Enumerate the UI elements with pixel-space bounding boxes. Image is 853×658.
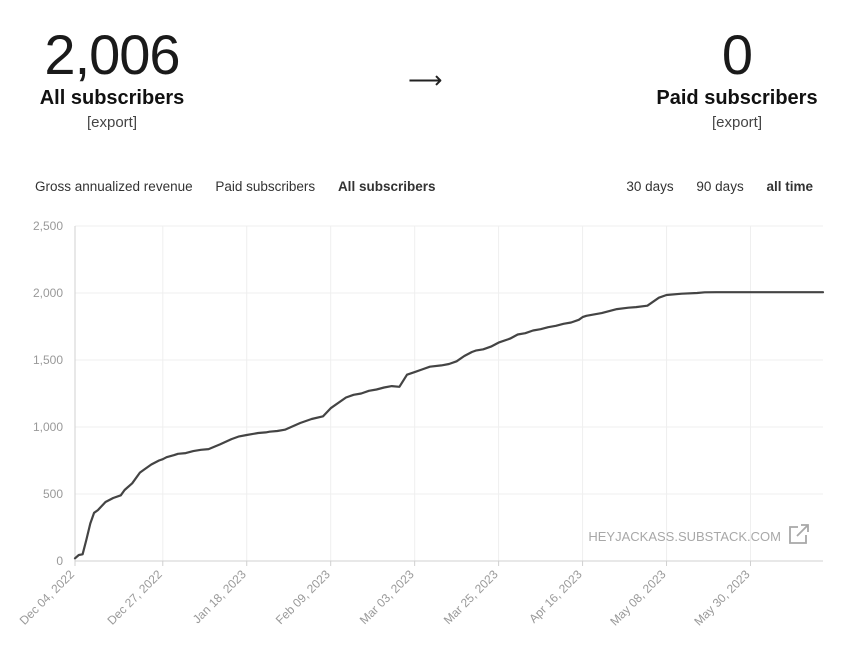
all-subscribers-count: 2,006 [44,23,180,86]
external-link-icon [789,524,809,544]
subscribers-series-line [73,291,825,560]
tab-paid-subscribers[interactable]: Paid subscribers [215,179,316,194]
tab-all-time[interactable]: all time [766,179,813,194]
watermark-text: HEYJACKASS.SUBSTACK.COM [588,529,781,544]
subscribers-line-chart: 0 500 1,000 1,500 2,000 2,500 Dec 04, 2022 Dec … [17,219,825,629]
paid-subscribers-label: Paid subscribers [656,87,818,109]
y-tick-label: 500 [43,487,63,501]
y-tick-label: 2,000 [33,286,63,300]
y-tick-label: 1,500 [33,353,63,367]
paid-subscribers-stat: 0 Paid subscribers [export] [637,22,837,131]
tab-30-days[interactable]: 30 days [626,179,674,194]
tab-90-days[interactable]: 90 days [696,179,744,194]
metric-tabs: Gross annualized revenue Paid subscriber… [35,179,454,194]
x-tick-label: Dec 04, 2022 [17,567,78,628]
range-tabs: 30 days 90 days all time [607,179,813,194]
paid-subscribers-export-link[interactable]: [export] [711,114,763,131]
all-subscribers-stat: 2,006 All subscribers [export] [12,22,212,131]
x-tick-label: Mar 25, 2023 [441,567,501,627]
all-subscribers-export-link[interactable]: [export] [86,114,138,131]
all-subscribers-label: All subscribers [39,87,185,109]
tab-all-subscribers[interactable]: All subscribers [337,179,436,194]
y-tick-label: 1,000 [33,420,63,434]
x-tick-label: Feb 09, 2023 [273,567,333,627]
x-tick-label: May 30, 2023 [691,567,753,629]
x-tick-label: Apr 16, 2023 [526,567,585,626]
x-tick-label: Mar 03, 2023 [357,567,417,627]
paid-subscribers-count: 0 [721,23,753,86]
arrow-right-icon: ⟶ [408,67,443,94]
x-tick-label: Jan 18, 2023 [190,567,249,626]
y-tick-label: 2,500 [33,219,63,233]
tab-gross-annualized-revenue[interactable]: Gross annualized revenue [35,179,193,194]
x-tick-label: May 08, 2023 [607,567,669,629]
x-tick-label: Dec 27, 2022 [105,567,166,628]
y-tick-label: 0 [56,554,63,568]
